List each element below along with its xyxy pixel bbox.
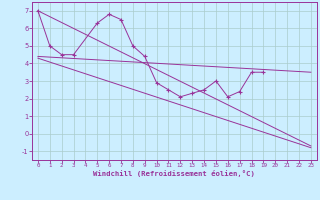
X-axis label: Windchill (Refroidissement éolien,°C): Windchill (Refroidissement éolien,°C) — [93, 170, 255, 177]
